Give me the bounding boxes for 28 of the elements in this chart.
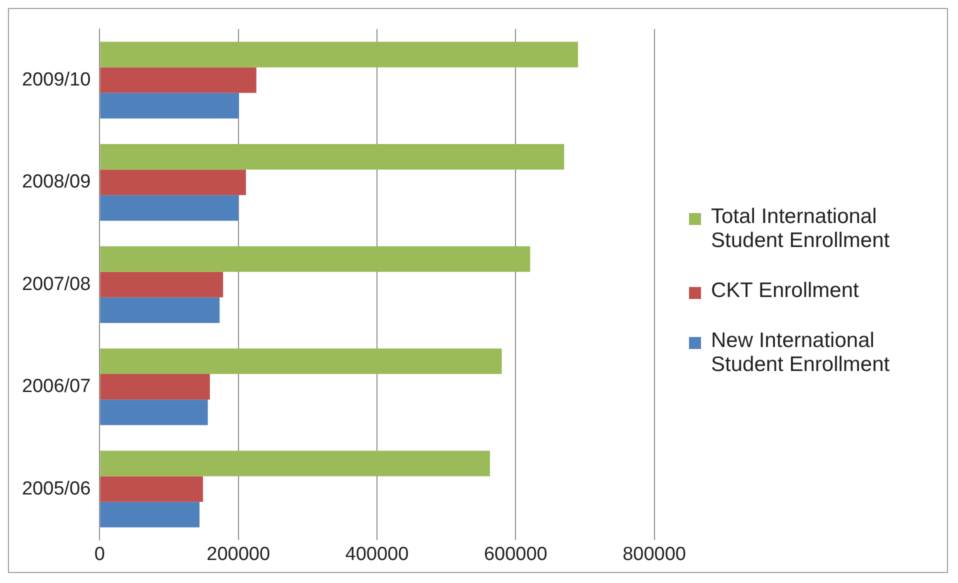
bar: [100, 246, 530, 272]
bar: [100, 400, 208, 426]
bar: [100, 374, 210, 400]
bar: [100, 272, 224, 298]
y-tick-label: 2007/08: [22, 274, 91, 295]
legend-label: New International Student Enrollment: [711, 328, 891, 376]
bar: [100, 170, 246, 196]
x-tick-label: 0: [94, 544, 105, 565]
y-tick-label: 2006/07: [22, 376, 91, 398]
legend-label: CKT Enrollment: [711, 278, 859, 302]
bar: [100, 195, 238, 221]
bar: [100, 502, 200, 528]
y-tick-label: 2005/06: [22, 478, 91, 500]
bar: [100, 450, 490, 476]
legend-label: Total International Student Enrollment: [711, 204, 891, 252]
y-tick-label: 2008/09: [22, 172, 91, 193]
bar: [100, 42, 578, 68]
bar: [100, 348, 502, 374]
x-tick-label: 800000: [622, 544, 686, 565]
x-tick-label: 600000: [484, 544, 548, 565]
bar: [100, 67, 256, 93]
x-tick-label: 200000: [206, 544, 270, 565]
bar: [100, 92, 240, 118]
y-tick-label: 2009/10: [22, 69, 91, 90]
bar: [100, 144, 564, 170]
x-tick-label: 400000: [345, 544, 409, 565]
bar: [100, 476, 203, 502]
bar: [100, 297, 220, 323]
